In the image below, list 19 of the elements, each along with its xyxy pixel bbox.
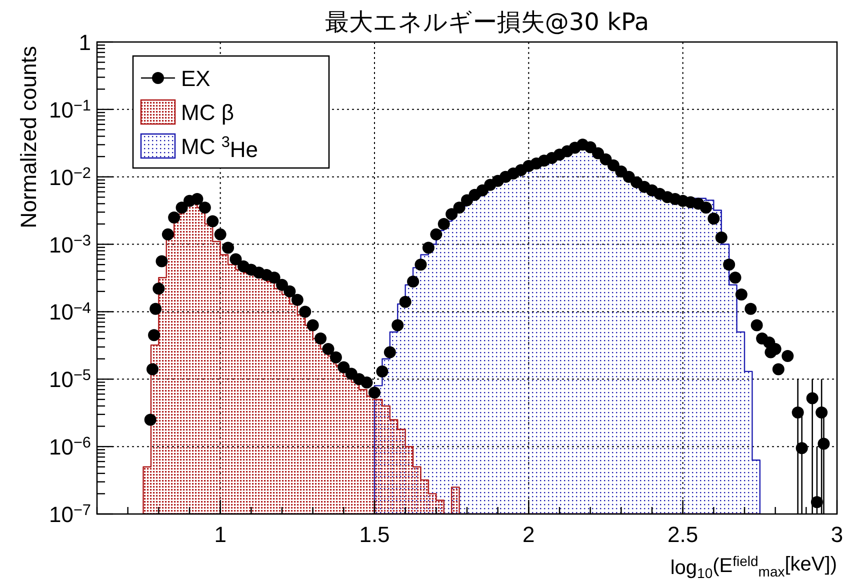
- legend-label: MC $^{3}$He: [181, 134, 258, 162]
- y-tick-label: 1: [78, 30, 91, 55]
- x-tick-label: 2.5: [668, 522, 698, 547]
- x-axis-title: log$_{10}$(E$^{field}$$_{max}$[keV]): [670, 552, 837, 582]
- chart-title: 最大エネルギー損失@30 kPa: [324, 8, 650, 36]
- legend-label: EX: [181, 66, 211, 91]
- y-axis-title: Normalized counts: [16, 46, 41, 228]
- y-tick-label: 10$^{−6}$: [48, 434, 91, 460]
- x-tick-label: 1: [214, 522, 226, 547]
- y-tick-label: 10$^{−3}$: [48, 232, 91, 258]
- x-tick-label: 3: [830, 522, 844, 547]
- y-tick-label: 10$^{−4}$: [48, 300, 92, 325]
- y-tick-label: 10$^{−2}$: [48, 164, 91, 190]
- y-tick-label: 10$^{−7}$: [48, 502, 91, 527]
- x-tick-label: 2: [522, 522, 535, 547]
- y-tick-label: 10$^{−5}$: [48, 367, 91, 392]
- x-tick-label: 1.5: [359, 522, 390, 547]
- y-tick-label: 10$^{−1}$: [48, 97, 91, 122]
- legend-label: MC β: [181, 100, 234, 125]
